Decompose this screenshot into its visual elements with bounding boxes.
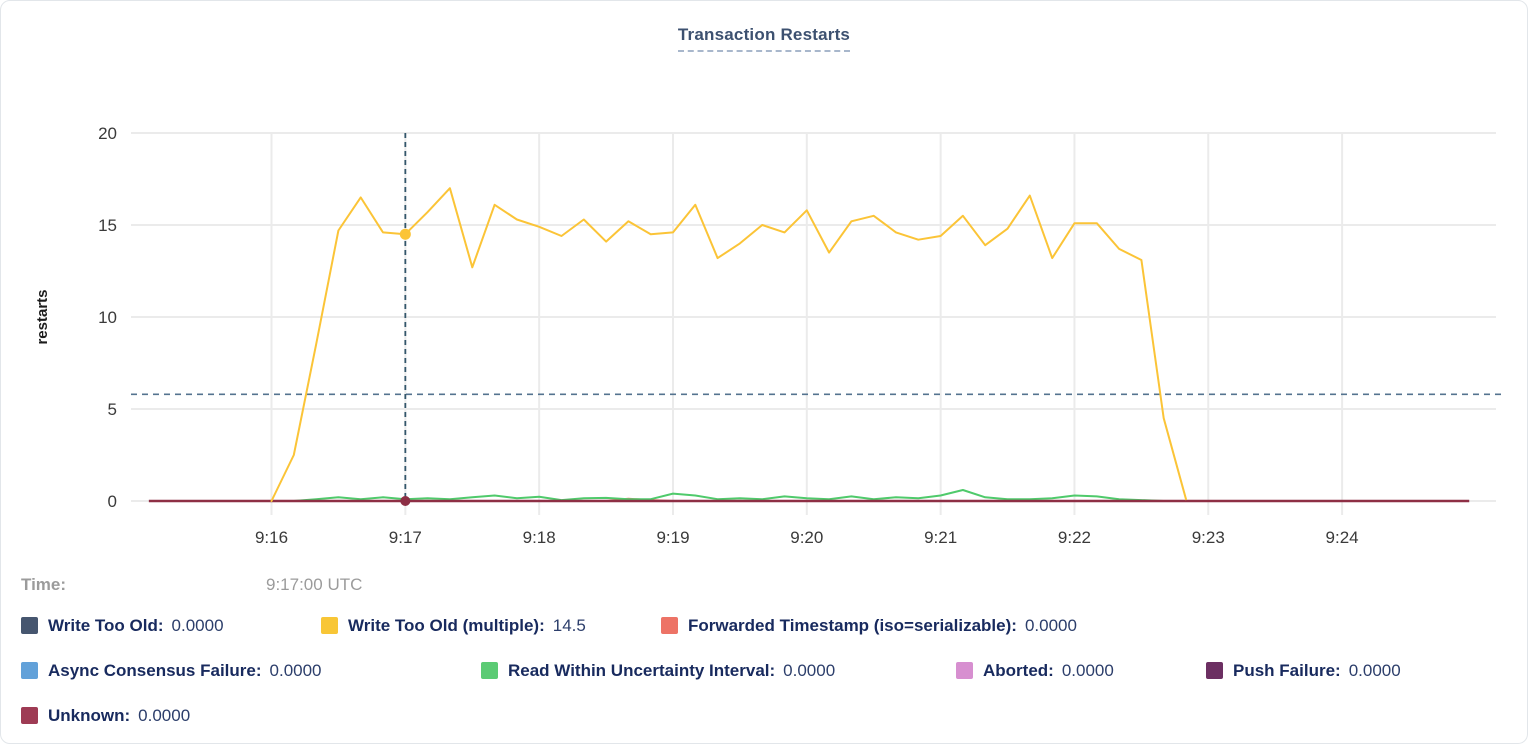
x-tick-label: 9:17 [389,528,422,547]
legend-row: Async Consensus Failure: 0.0000 Read Withi… [21,648,1507,693]
y-tick-label: 15 [98,216,117,235]
time-row: Time: 9:17:00 UTC [21,567,1507,603]
chart-header: Transaction Restarts [1,25,1527,59]
x-tick-label: 9:20 [790,528,823,547]
legend-item-forwarded-timestamp[interactable]: Forwarded Timestamp (iso=serializable): 0… [661,616,1077,636]
chart-legend: Write Too Old: 0.0000 Write Too Old (multi… [21,603,1507,738]
async-consensus-failure-swatch-icon [21,662,38,679]
legend-label: Push Failure: [1233,660,1341,680]
aborted-swatch-icon [956,662,973,679]
legend-value: 0.0000 [171,615,224,635]
time-value: 9:17:00 UTC [266,575,363,594]
hover-point-write-too-old-multiple- [399,228,411,240]
legend-value: 0.0000 [783,660,836,680]
x-tick-label: 9:16 [255,528,288,547]
y-tick-label: 10 [98,308,117,327]
y-tick-label: 5 [108,400,117,419]
y-tick-label: 0 [108,492,117,511]
legend-label: Read Within Uncertainty Interval: [508,660,776,680]
x-tick-label: 9:23 [1192,528,1225,547]
write-too-old-multiple-swatch-icon [321,617,338,634]
unknown-swatch-icon [21,707,38,724]
legend-item-write-too-old[interactable]: Write Too Old: 0.0000 [21,616,321,636]
time-label: Time: [21,575,67,594]
legend-item-write-too-old-multiple[interactable]: Write Too Old (multiple): 14.5 [321,616,661,636]
legend-value: 0.0000 [138,705,191,725]
write-too-old-swatch-icon [21,617,38,634]
legend-label: Aborted: [983,660,1054,680]
legend-label: Unknown: [48,705,131,725]
legend-item-push-failure[interactable]: Push Failure: 0.0000 [1206,661,1401,681]
push-failure-swatch-icon [1206,662,1223,679]
hover-tooltip-details: Time: 9:17:00 UTC Write Too Old: 0.0000 Wr… [1,567,1527,738]
legend-value: 0.0000 [1348,660,1401,680]
legend-item-read-within-uncertainty-interval[interactable]: Read Within Uncertainty Interval: 0.0000 [481,661,956,681]
y-tick-label: 20 [98,124,117,143]
hover-point-unknown [400,496,411,506]
legend-value: 0.0000 [1061,660,1114,680]
x-tick-label: 9:21 [924,528,957,547]
x-tick-label: 9:19 [656,528,689,547]
x-tick-label: 9:22 [1058,528,1091,547]
legend-item-unknown[interactable]: Unknown: 0.0000 [21,706,190,726]
legend-value: 14.5 [552,615,586,635]
legend-row: Write Too Old: 0.0000 Write Too Old (multi… [21,603,1507,648]
chart-title[interactable]: Transaction Restarts [677,25,851,52]
transaction-restarts-chart[interactable]: 0 5 10 15 20 9:16 9:17 9:18 9:19 9:20 9:21 9:22 9:23… [1,59,1528,559]
series-line-read-within-uncertainty-interval [270,489,1187,502]
legend-row: Unknown: 0.0000 [21,693,1507,738]
legend-label: Async Consensus Failure: [48,660,262,680]
legend-value: 0.0000 [1024,615,1077,635]
legend-item-aborted[interactable]: Aborted: 0.0000 [956,661,1206,681]
legend-label: Write Too Old: [48,615,164,635]
y-axis-label: restarts [34,289,51,344]
x-tick-label: 9:24 [1326,528,1359,547]
x-tick-label: 9:18 [523,528,556,547]
legend-value: 0.0000 [269,660,322,680]
read-within-uncertainty-interval-swatch-icon [481,662,498,679]
forwarded-timestamp-swatch-icon [661,617,678,634]
legend-item-async-consensus-failure[interactable]: Async Consensus Failure: 0.0000 [21,661,481,681]
legend-label: Forwarded Timestamp (iso=serializable): [688,615,1017,635]
series-line-write-too-old-multiple- [270,187,1187,502]
legend-label: Write Too Old (multiple): [348,615,545,635]
